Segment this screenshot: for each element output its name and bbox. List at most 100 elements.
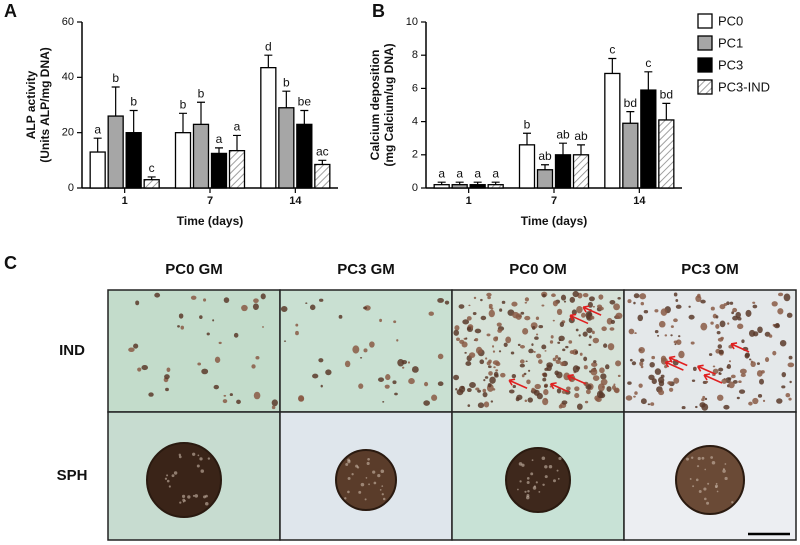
cell <box>613 388 620 393</box>
cell <box>752 397 759 405</box>
cell <box>745 309 752 317</box>
bar <box>89 151 106 189</box>
cell <box>531 343 534 346</box>
cell <box>675 304 682 309</box>
cell <box>702 395 706 399</box>
cell <box>377 377 385 382</box>
bar <box>125 132 142 189</box>
cell <box>670 334 673 337</box>
cell <box>648 374 655 381</box>
cell <box>546 364 552 372</box>
cell <box>223 297 230 304</box>
cell <box>678 335 681 338</box>
cell <box>639 293 647 300</box>
legend-label: PC0 <box>718 13 743 28</box>
cell <box>660 308 668 316</box>
micrographs <box>107 289 797 541</box>
cell <box>658 389 665 396</box>
cell <box>609 327 615 331</box>
texture <box>556 469 559 472</box>
cell <box>701 398 705 402</box>
texture <box>199 457 203 461</box>
micrograph <box>107 289 281 413</box>
significance-label: b <box>130 95 137 109</box>
cell <box>542 372 548 378</box>
cell <box>494 336 499 340</box>
texture <box>173 471 178 475</box>
cell <box>497 328 503 333</box>
texture <box>365 477 368 479</box>
cell <box>214 356 221 363</box>
texture <box>703 487 707 491</box>
error-bar <box>523 132 531 145</box>
cell <box>772 350 777 356</box>
cell <box>467 404 471 408</box>
cell <box>534 336 539 340</box>
cell <box>271 399 278 407</box>
bar <box>192 123 210 189</box>
arrow <box>582 305 602 316</box>
cell <box>589 370 592 373</box>
cell <box>483 378 486 382</box>
cell <box>486 292 492 297</box>
cell <box>591 362 598 367</box>
cell <box>511 301 518 307</box>
texture <box>196 464 200 468</box>
error-bar <box>282 90 291 108</box>
texture <box>517 488 519 491</box>
texture <box>178 453 181 457</box>
cell <box>454 325 460 331</box>
legend-label: PC3-IND <box>718 79 770 94</box>
cell <box>519 359 525 364</box>
cell <box>255 355 260 360</box>
x-tick-label: 1 <box>466 195 472 207</box>
texture <box>364 498 367 501</box>
cell <box>688 314 695 320</box>
cell <box>320 384 323 388</box>
bar <box>433 184 450 189</box>
cell <box>397 359 405 367</box>
cell <box>456 337 460 342</box>
cell <box>740 373 746 378</box>
cell <box>762 399 766 402</box>
cell <box>199 315 203 319</box>
cell <box>560 361 566 367</box>
cell <box>601 385 605 389</box>
cell <box>519 345 526 349</box>
cell <box>515 397 520 402</box>
cell <box>699 402 706 408</box>
cell <box>344 360 351 368</box>
cell <box>459 339 465 344</box>
texture <box>171 474 175 478</box>
cell <box>556 308 563 316</box>
cell <box>560 294 567 301</box>
texture <box>706 501 710 505</box>
cell <box>651 355 656 360</box>
cell <box>601 326 607 332</box>
cell <box>490 307 494 310</box>
cell <box>764 357 770 363</box>
cell <box>730 374 736 379</box>
cell <box>431 394 438 401</box>
x-tick-label: 14 <box>289 195 302 207</box>
significance-label: c <box>645 56 651 70</box>
cell <box>253 391 261 400</box>
row-label: IND <box>59 342 85 359</box>
cell <box>487 365 492 369</box>
cell <box>508 389 515 394</box>
cell <box>596 390 604 399</box>
cell <box>771 301 778 307</box>
cell <box>737 323 744 330</box>
cell <box>488 359 492 364</box>
arrow <box>730 342 750 353</box>
cell <box>280 306 288 312</box>
texture <box>360 482 365 487</box>
cell <box>760 370 765 374</box>
cell <box>582 293 589 298</box>
texture <box>187 495 191 499</box>
cell <box>748 401 753 406</box>
cell <box>752 301 756 304</box>
cell <box>556 371 563 379</box>
panel-label: B <box>372 1 385 21</box>
significance-label: b <box>198 86 205 100</box>
